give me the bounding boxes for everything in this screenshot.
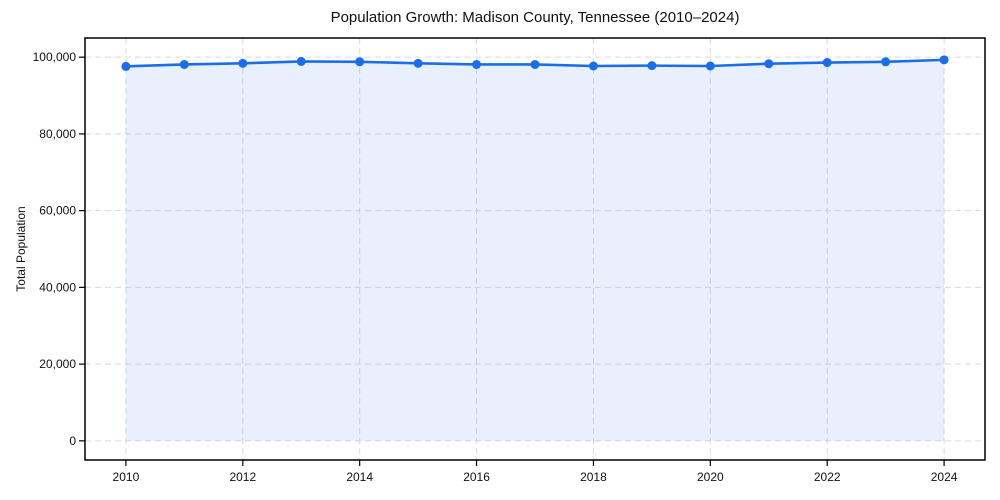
x-tick-label: 2014	[346, 470, 373, 484]
data-point	[822, 58, 832, 68]
y-tick-label: 60,000	[39, 204, 76, 218]
y-tick-label: 80,000	[39, 127, 76, 141]
data-point	[588, 61, 598, 71]
plot-border	[84, 37, 986, 461]
x-tick-label: 2016	[463, 470, 490, 484]
x-tick-label: 2012	[229, 470, 256, 484]
x-tick-label: 2022	[814, 470, 841, 484]
data-point	[764, 59, 774, 69]
data-point	[179, 59, 189, 69]
data-point	[413, 58, 423, 68]
area-fill	[125, 59, 945, 441]
data-point	[296, 56, 306, 66]
y-tick-label: 100,000	[33, 50, 77, 64]
y-tick-label: 20,000	[39, 357, 76, 371]
data-point	[355, 57, 365, 67]
chart-title: Population Growth: Madison County, Tenne…	[330, 9, 740, 26]
data-point	[881, 57, 891, 67]
data-point	[939, 55, 949, 65]
data-point	[530, 59, 540, 69]
data-point	[647, 61, 657, 71]
x-tick-label: 2010	[113, 470, 140, 484]
y-tick-label: 0	[69, 434, 76, 448]
data-point	[238, 58, 248, 68]
data-point	[472, 59, 482, 69]
data-point	[121, 61, 131, 71]
data-point	[705, 61, 715, 71]
x-tick-label: 2020	[697, 470, 724, 484]
x-tick-label: 2018	[580, 470, 607, 484]
x-tick-label: 2024	[931, 470, 958, 484]
y-tick-label: 40,000	[39, 280, 76, 294]
